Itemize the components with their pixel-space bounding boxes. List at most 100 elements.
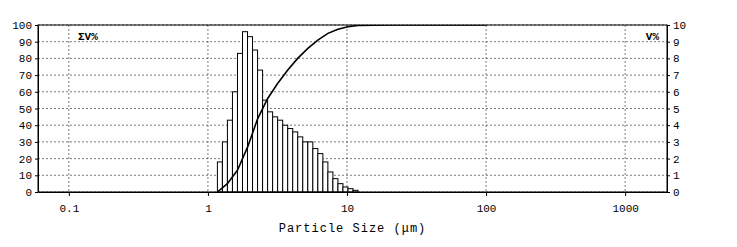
grid-line-y [38,108,667,109]
tick: 1 [205,192,212,215]
grid-line-y [38,58,667,59]
tick: 9 [667,37,680,49]
tick-label: 80 [19,53,32,65]
tick-label: 30 [19,137,32,149]
tick: 10 [19,170,38,182]
grid-line-y [38,141,667,142]
tick-mark [35,142,38,143]
bar [323,162,328,192]
tick-label: 50 [19,104,32,116]
tick-mark [35,25,38,26]
bar [273,117,278,192]
tick-mark [667,142,670,143]
tick-mark [667,159,670,160]
y-axis-title: ΣV% [78,31,98,43]
grid-line-y [38,175,667,176]
bar [243,32,248,192]
cumulative-line [217,25,486,192]
x-axis: 0.11101001000 [39,192,668,215]
tick: 1 [667,170,680,182]
tick: 30 [19,137,38,149]
chart: 0.11101001000010203040506070809010001234… [0,0,737,247]
bar [288,129,293,192]
tick-mark [69,192,70,196]
tick: 8 [667,53,680,65]
bar [333,179,338,192]
bar [318,154,323,192]
tick: 3 [667,137,680,149]
y-axis: 0 10 20 30 40 50 60 70 80 90 100 [12,20,38,199]
tick-label: 6 [673,87,680,99]
grid-line-y [38,75,667,76]
bar [248,37,253,192]
tick-label: 2 [673,154,680,166]
tick: 80 [19,53,38,65]
bar [293,132,298,192]
tick-label: 60 [19,87,32,99]
bar [283,125,288,192]
tick: 50 [19,104,38,116]
grid-line-x [625,25,626,192]
tick: 1000 [612,192,638,215]
marks [217,25,486,192]
tick-mark [667,42,670,43]
tick-label: 10 [673,20,686,32]
tick-mark [667,25,670,26]
bar [263,100,268,192]
bar [303,142,308,192]
tick-label: 90 [19,37,32,49]
grid-line-y [38,41,667,42]
tick-mark [625,192,626,196]
tick-label: 100 [12,20,32,32]
tick-mark [208,192,209,196]
tick-label: 70 [19,70,32,82]
bar [348,189,353,192]
tick-mark [35,175,38,176]
y2-axis-title: V% [646,31,660,43]
tick-label: 0.1 [59,203,79,215]
tick: 0.1 [59,192,79,215]
plot-frame [38,25,667,192]
tick-label: 3 [673,137,680,149]
tick-label: 5 [673,104,680,116]
tick-mark [35,125,38,126]
tick-label: 1 [205,203,212,215]
tick-mark [35,75,38,76]
y2-axis: 0 1 2 3 4 5 6 7 8 9 10 [667,20,686,199]
tick-label: 4 [673,120,680,132]
tick: 6 [667,87,680,99]
tick-mark [667,175,670,176]
tick-mark [667,192,670,193]
tick-label: 10 [341,203,354,215]
tick: 20 [19,154,38,166]
tick: 70 [19,70,38,82]
tick-mark [35,92,38,93]
tick-mark [35,192,38,193]
bar [338,184,343,192]
tick-label: 9 [673,37,680,49]
tick: 90 [19,37,38,49]
tick-mark [667,58,670,59]
tick-label: 40 [19,120,32,132]
tick-mark [486,192,487,196]
tick-label: 0 [673,187,680,199]
bar [237,53,242,192]
tick-mark [667,92,670,93]
tick: 2 [667,154,680,166]
bar [268,112,273,192]
bar [308,142,313,192]
tick-mark [35,42,38,43]
grid [38,25,667,192]
tick: 0 [25,187,38,199]
tick-label: 20 [19,154,32,166]
tick-mark [35,58,38,59]
tick-label: 8 [673,53,680,65]
axis-line [38,26,39,193]
x-axis-title: Particle Size (μm) [279,222,427,236]
grid-line-x [68,25,69,192]
bar [328,172,333,192]
tick: 7 [667,70,680,82]
grid-line-y [38,125,667,126]
tick: 10 [667,20,686,32]
tick-label: 1000 [612,203,638,215]
